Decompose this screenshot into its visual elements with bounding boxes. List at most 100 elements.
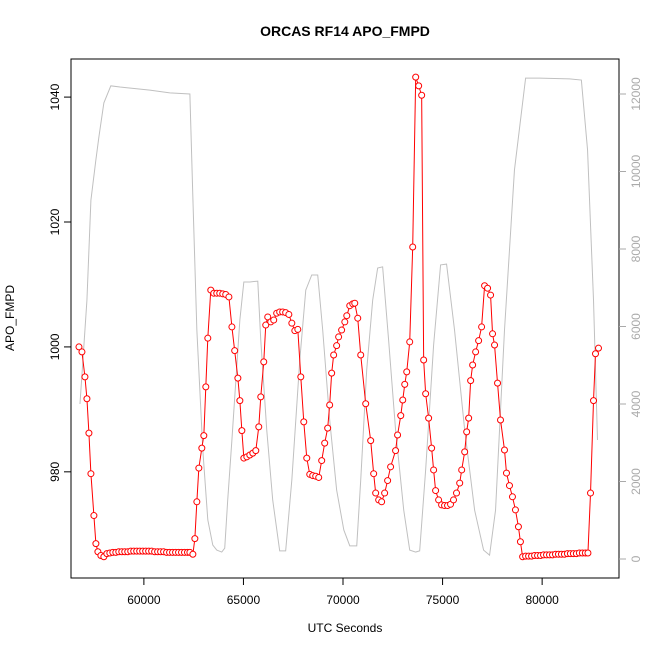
data-point [255, 423, 263, 431]
data-point [508, 493, 516, 501]
series-line [79, 77, 598, 557]
data-point [489, 330, 497, 338]
data-point [252, 447, 260, 455]
data-point [428, 444, 436, 452]
y2-tick-label: 10000 [629, 154, 643, 188]
data-point [333, 342, 341, 350]
y-tick-label: 1040 [48, 83, 62, 110]
data-point [425, 414, 433, 422]
data-point [397, 412, 405, 420]
data-point [341, 318, 349, 326]
data-point [378, 498, 386, 506]
data-point [381, 489, 389, 497]
data-point [430, 466, 438, 474]
data-point [502, 469, 510, 477]
chart-title: ORCAS RF14 APO_FMPD [260, 23, 430, 39]
data-point [401, 380, 409, 388]
data-point [354, 314, 362, 322]
y2-tick-label: 6000 [629, 313, 643, 340]
data-point [461, 448, 469, 456]
data-point [372, 489, 380, 497]
x-tick-label: 60000 [127, 593, 161, 607]
data-point [343, 312, 351, 320]
data-point [403, 368, 411, 376]
data-point [475, 337, 483, 345]
data-point [456, 479, 464, 487]
data-point [511, 506, 519, 514]
data-point [300, 418, 308, 426]
data-point [472, 348, 480, 356]
x-tick-label: 65000 [227, 593, 261, 607]
data-point [75, 343, 83, 351]
data-point [294, 325, 302, 333]
data-point [315, 473, 323, 481]
data-point [234, 374, 242, 382]
data-point [338, 326, 346, 334]
data-point [497, 416, 505, 424]
data-point [87, 470, 95, 478]
data-point [228, 323, 236, 331]
data-point [81, 373, 89, 381]
y-tick-label: 1020 [48, 208, 62, 235]
data-point [285, 310, 293, 318]
x-tick-label: 80000 [525, 593, 559, 607]
data-point [415, 82, 423, 90]
data-point [467, 377, 475, 385]
data-point [587, 489, 595, 497]
data-point [484, 284, 492, 292]
x-tick-label: 75000 [426, 593, 460, 607]
data-point [288, 319, 296, 327]
data-point [198, 444, 206, 452]
data-point [406, 338, 414, 346]
y2-tick-label: 12000 [629, 77, 643, 111]
data-point [200, 432, 208, 440]
data-point [189, 550, 197, 558]
data-point [191, 535, 199, 543]
y2-tick-label: 4000 [629, 390, 643, 417]
data-point [487, 291, 495, 299]
data-point [384, 477, 392, 485]
data-point [491, 341, 499, 349]
data-point [590, 397, 598, 405]
data-point [92, 540, 100, 548]
data-point [478, 323, 486, 331]
data-point [231, 347, 239, 355]
data-point [463, 428, 471, 436]
data-point [594, 344, 602, 352]
data-point [465, 414, 473, 422]
data-point [90, 512, 98, 520]
data-point [328, 369, 336, 377]
data-point [514, 523, 522, 531]
data-point [584, 549, 592, 557]
y2-tick-label: 0 [629, 555, 643, 562]
data-point [236, 397, 244, 405]
data-point [592, 350, 600, 358]
data-point [418, 91, 426, 99]
y-axis-label: APO_FMPD [3, 285, 17, 351]
y-tick-label: 1000 [48, 333, 62, 360]
plot-frame [70, 58, 620, 579]
data-point [264, 313, 272, 321]
y-tick-label: 980 [48, 461, 62, 481]
data-point [516, 538, 524, 546]
data-point [202, 383, 210, 391]
x-tick-label: 70000 [326, 593, 360, 607]
data-point [85, 429, 93, 437]
data-point [392, 447, 400, 455]
data-point [458, 466, 466, 474]
data-point [412, 73, 420, 81]
data-point [469, 361, 477, 369]
data-point [494, 379, 502, 387]
data-point [367, 437, 375, 445]
data-point [505, 482, 513, 490]
y2-tick-label: 8000 [629, 235, 643, 262]
data-point [257, 393, 265, 401]
data-point [422, 390, 430, 398]
data-point [399, 396, 407, 404]
data-point [324, 424, 332, 432]
data-point [262, 321, 270, 329]
data-point [387, 463, 395, 471]
